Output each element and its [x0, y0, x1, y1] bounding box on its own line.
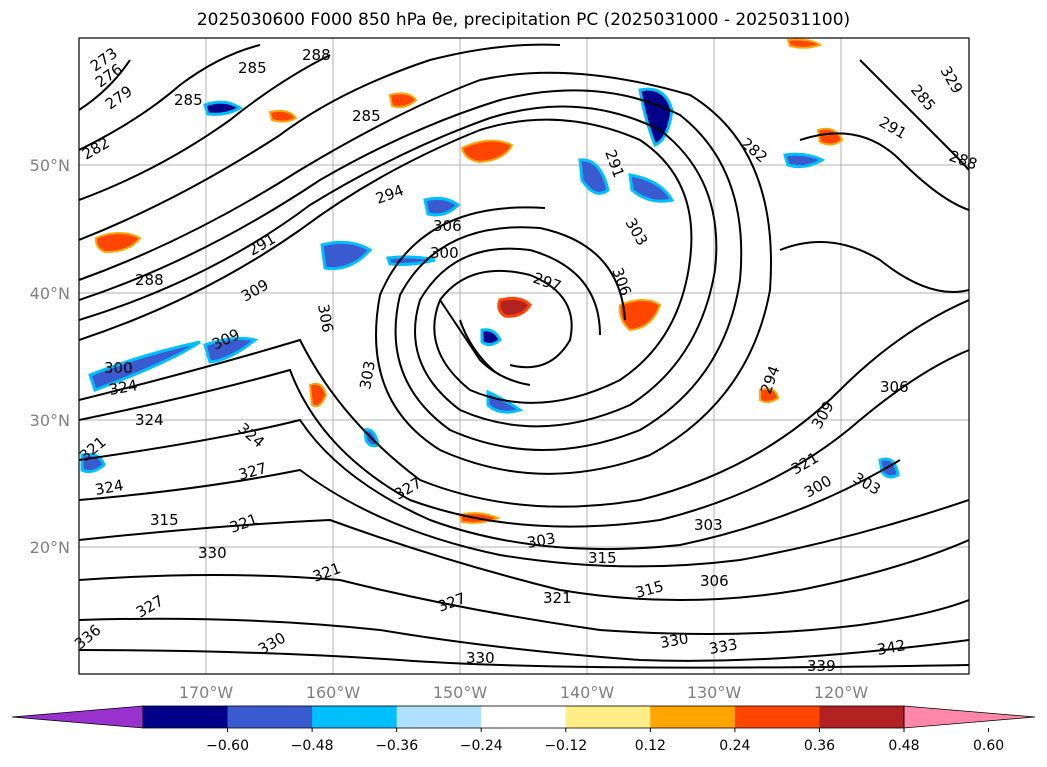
- contour-label: 285: [174, 91, 203, 109]
- plot-frame: [78, 37, 970, 675]
- latitude-labels: 50°N 40°N 30°N 20°N: [30, 156, 70, 557]
- lon-tick-label: 120°W: [814, 683, 869, 702]
- contour-label: 300: [430, 244, 459, 262]
- colorbar-tick-label: −0.24: [460, 738, 503, 754]
- contour-label: 288: [135, 271, 164, 289]
- contour-label: 285: [352, 107, 381, 125]
- colorbar-segment: [312, 706, 398, 728]
- contour-label: 303: [694, 516, 723, 534]
- colorbar-segment: [396, 706, 482, 728]
- contour-label: 339: [807, 657, 836, 675]
- lon-tick-label: 160°W: [306, 683, 361, 702]
- lon-tick-label: 140°W: [560, 683, 615, 702]
- contour-label: 306: [700, 572, 729, 590]
- contour-label: 285: [238, 59, 267, 77]
- contour-label: 315: [150, 511, 179, 529]
- colorbar-segment: [650, 706, 736, 728]
- lat-tick-label: 50°N: [30, 156, 70, 175]
- longitude-labels: 170°W 160°W 150°W 140°W 130°W 120°W: [179, 683, 869, 702]
- contour-label: 303: [526, 529, 557, 552]
- lat-tick-label: 20°N: [30, 538, 70, 557]
- map-title: 2025030600 F000 850 hPa θe, precipitatio…: [196, 10, 851, 30]
- lon-tick-label: 130°W: [687, 683, 742, 702]
- precip-shading: [80, 38, 900, 524]
- contour-label: 324: [94, 476, 125, 499]
- contour-label: 330: [659, 629, 690, 652]
- colorbar-tick-label: −0.48: [291, 738, 334, 754]
- contour-label: 330: [466, 649, 495, 667]
- contour-label: 321: [543, 589, 572, 607]
- contour-label: 306: [880, 378, 909, 396]
- colorbar-extend-left: [11, 705, 144, 729]
- contour-label: 306: [433, 217, 462, 235]
- colorbar-tick-label: 0.24: [719, 738, 750, 754]
- colorbar-segment: [565, 706, 651, 728]
- colorbar-tick-label: 0.60: [973, 738, 1004, 754]
- theta-e-contours: [79, 43, 969, 669]
- contour-label: 324: [108, 376, 139, 399]
- colorbar: −0.60 −0.48 −0.36 −0.24 −0.12 0.12 0.24 0.36 0.4…: [11, 705, 1036, 754]
- contour-label: 324: [135, 411, 164, 429]
- contour-label: 333: [708, 635, 739, 658]
- colorbar-segment: [819, 706, 905, 728]
- contour-label: 303: [356, 359, 379, 390]
- contour-label: 300: [104, 359, 133, 377]
- contour-label: 315: [588, 549, 617, 567]
- lat-tick-label: 30°N: [30, 411, 70, 430]
- lat-tick-label: 40°N: [30, 284, 70, 303]
- grid-lines: [79, 38, 969, 674]
- colorbar-segment: [143, 706, 229, 728]
- contour-label: 342: [876, 636, 907, 659]
- colorbar-segment: [227, 706, 313, 728]
- colorbar-extend-right: [903, 705, 1036, 729]
- lon-tick-label: 150°W: [433, 683, 488, 702]
- colorbar-tick-label: 0.36: [804, 738, 835, 754]
- colorbar-segment: [481, 706, 567, 728]
- contour-label: 330: [198, 544, 227, 562]
- colorbar-tick-label: −0.60: [206, 738, 249, 754]
- colorbar-tick-label: 0.48: [888, 738, 919, 754]
- colorbar-tick-label: 0.12: [635, 738, 666, 754]
- lon-tick-label: 170°W: [179, 683, 234, 702]
- colorbar-segment: [734, 706, 820, 728]
- colorbar-border: [142, 705, 905, 729]
- colorbar-tick-label: −0.12: [544, 738, 587, 754]
- colorbar-tick-label: −0.36: [375, 738, 418, 754]
- contour-label: 288: [302, 46, 331, 64]
- contour-label: 306: [314, 303, 337, 334]
